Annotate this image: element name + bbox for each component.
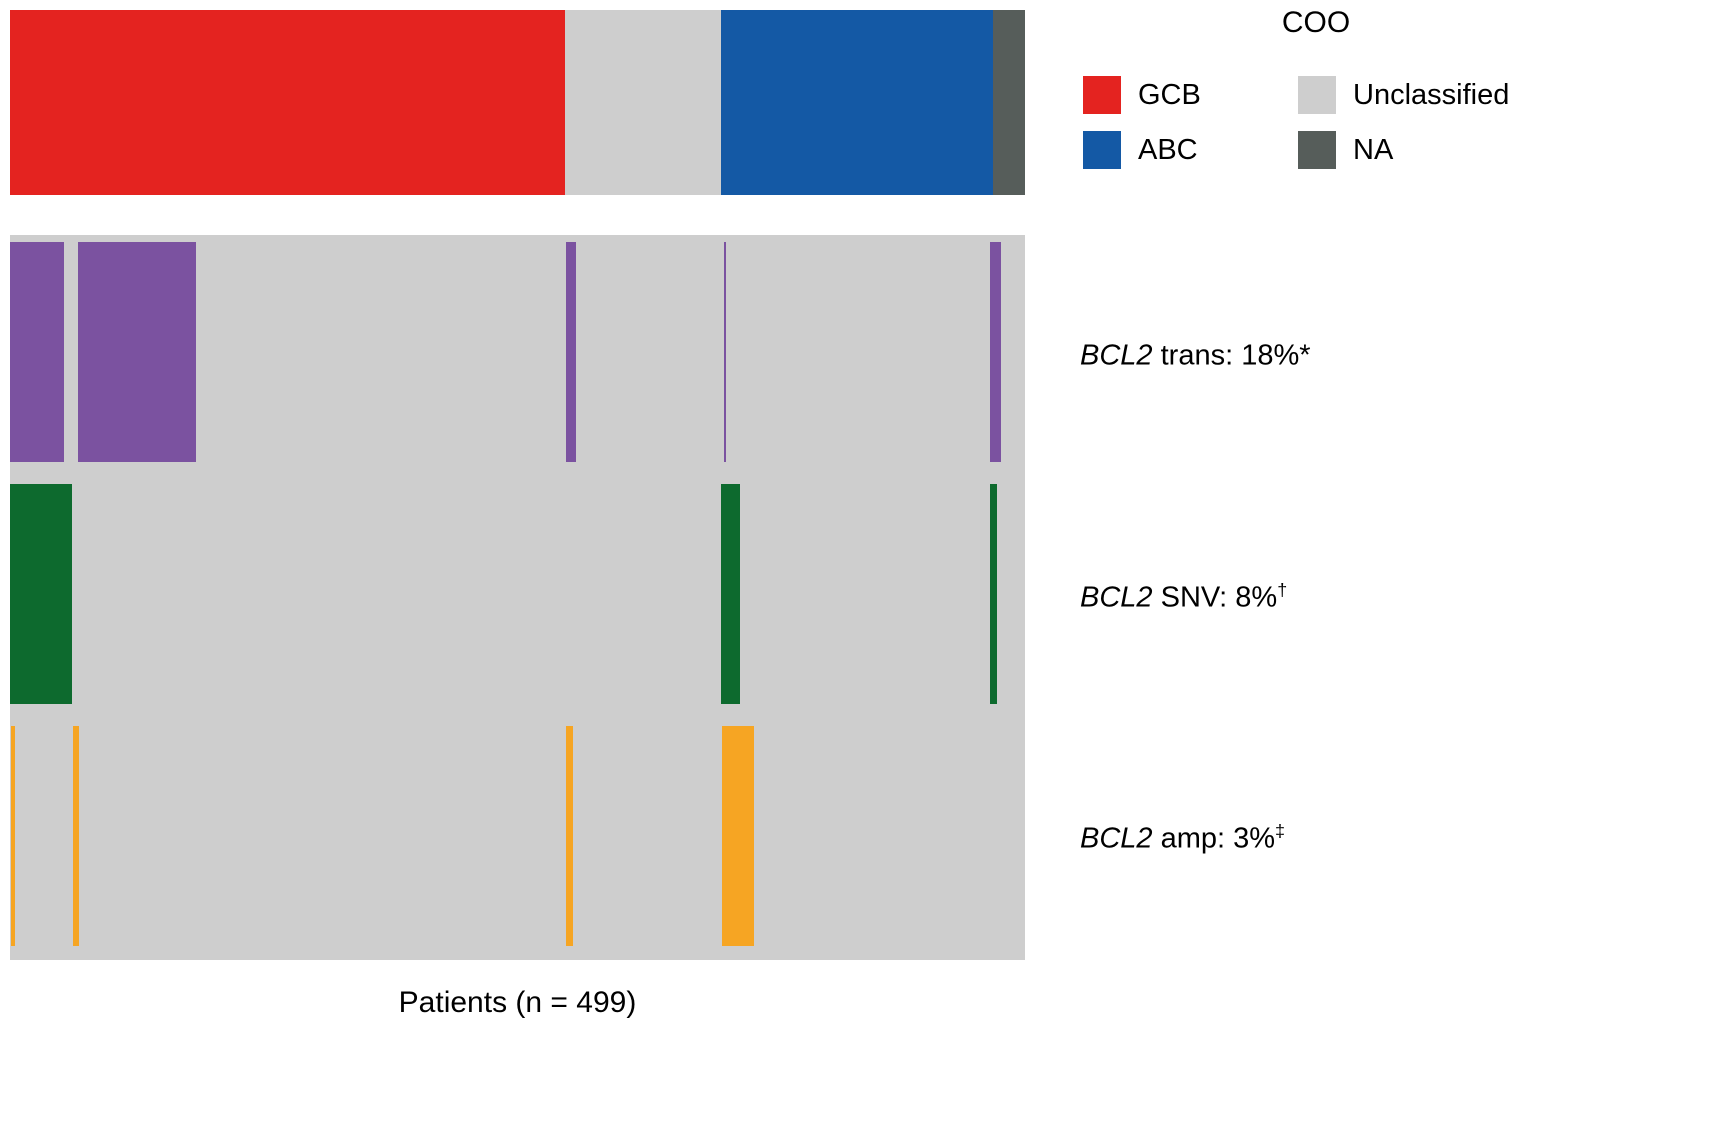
coo-legend: COO GCB Unclassified ABC NA [1083,6,1549,169]
track-label-trans: BCL2 trans: 18%* [1080,339,1311,372]
legend-item-abc: ABC [1083,131,1298,169]
alteration-bar [566,725,574,946]
legend-item-gcb: GCB [1083,76,1298,114]
coo-segment-abc [720,10,993,195]
alteration-bar [566,242,577,463]
legend-grid: GCB Unclassified ABC NA [1083,76,1549,169]
legend-item-unclassified: Unclassified [1298,76,1549,114]
legend-swatch [1298,131,1336,169]
x-axis-label: Patients (n = 499) [398,986,637,1019]
legend-label: ABC [1138,133,1198,166]
coo-classification-bar [10,10,1025,195]
track-snv [10,477,1025,719]
track-label-amp: BCL2 amp: 3%‡ [1080,821,1286,855]
gene-name: BCL2 [1080,339,1153,372]
gene-name: BCL2 [1080,822,1153,855]
alteration-bar [78,242,196,463]
legend-swatch [1083,76,1121,114]
legend-label: GCB [1138,78,1201,111]
track-label-snv: BCL2 SNV: 8%† [1080,579,1288,613]
alteration-tracks [10,235,1025,960]
footnote-marker: ‡ [1275,821,1286,841]
coo-segment-unclassified [565,10,721,195]
alteration-bar [72,725,79,946]
legend-swatch [1083,131,1121,169]
alteration-bar [720,483,740,704]
alteration-bar [11,725,15,946]
alteration-bar [10,483,72,704]
legend-title: COO [1281,6,1351,39]
gene-name: BCL2 [1080,581,1153,613]
coo-segment-na [992,10,1025,195]
legend-swatch [1298,76,1336,114]
alteration-bar [723,242,727,463]
legend-item-na: NA [1298,131,1549,169]
alteration-bar [990,242,1001,463]
coo-segment-gcb [10,10,566,195]
alteration-bar [990,483,997,704]
footnote-marker: † [1277,579,1288,600]
track-trans [10,235,1025,477]
alteration-bar [10,242,64,463]
legend-label: NA [1353,133,1394,166]
legend-label: Unclassified [1353,78,1510,111]
alteration-bar [721,725,754,946]
footnote-marker: * [1299,339,1311,372]
track-amp [10,718,1025,960]
